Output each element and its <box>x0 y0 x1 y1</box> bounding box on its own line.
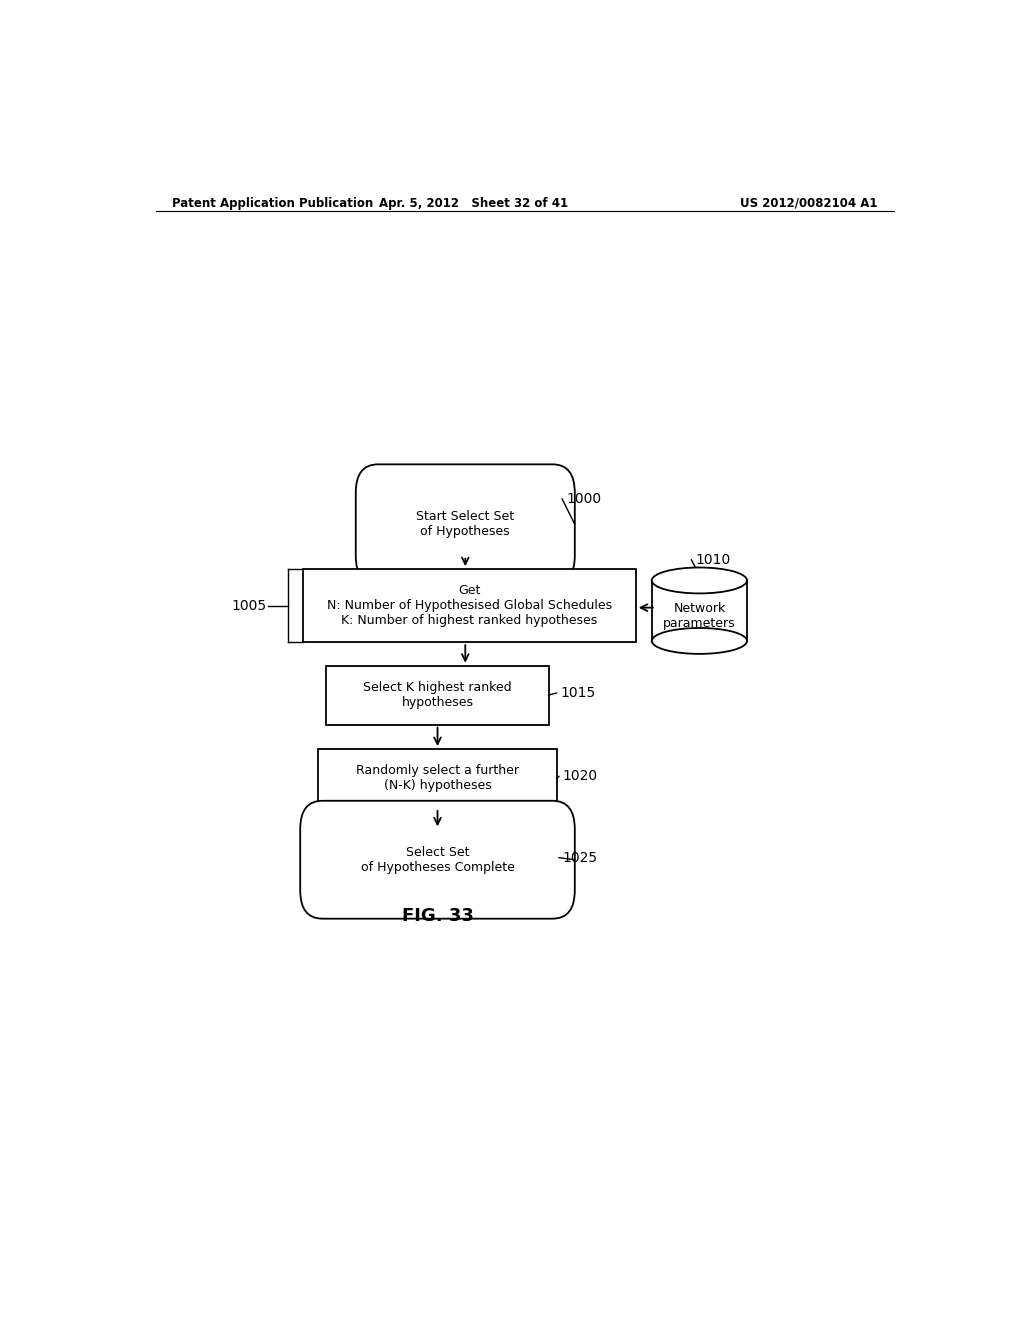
Text: 1015: 1015 <box>560 686 596 700</box>
Text: 1025: 1025 <box>563 850 598 865</box>
Ellipse shape <box>651 628 746 653</box>
Text: US 2012/0082104 A1: US 2012/0082104 A1 <box>740 197 878 210</box>
FancyBboxPatch shape <box>300 801 574 919</box>
Text: Select Set
of Hypotheses Complete: Select Set of Hypotheses Complete <box>360 846 514 874</box>
Bar <box>303 569 636 643</box>
Text: Get
N: Number of Hypothesised Global Schedules
K: Number of highest ranked hypot: Get N: Number of Hypothesised Global Sch… <box>327 585 611 627</box>
Text: 1000: 1000 <box>566 492 601 506</box>
Ellipse shape <box>651 568 746 594</box>
Text: Apr. 5, 2012   Sheet 32 of 41: Apr. 5, 2012 Sheet 32 of 41 <box>379 197 567 210</box>
FancyBboxPatch shape <box>355 465 574 585</box>
Text: Start Select Set
of Hypotheses: Start Select Set of Hypotheses <box>416 511 514 539</box>
Text: 1020: 1020 <box>563 770 598 783</box>
Text: FIG. 33: FIG. 33 <box>401 907 473 924</box>
Bar <box>318 748 557 808</box>
Text: 1010: 1010 <box>695 553 731 566</box>
Text: Randomly select a further
(N-K) hypotheses: Randomly select a further (N-K) hypothes… <box>356 764 519 792</box>
Bar <box>651 581 746 642</box>
Text: 1005: 1005 <box>231 598 266 612</box>
Bar <box>327 665 549 725</box>
Text: Patent Application Publication: Patent Application Publication <box>172 197 373 210</box>
Text: Network
parameters: Network parameters <box>664 602 735 630</box>
Text: Select K highest ranked
hypotheses: Select K highest ranked hypotheses <box>364 681 512 709</box>
